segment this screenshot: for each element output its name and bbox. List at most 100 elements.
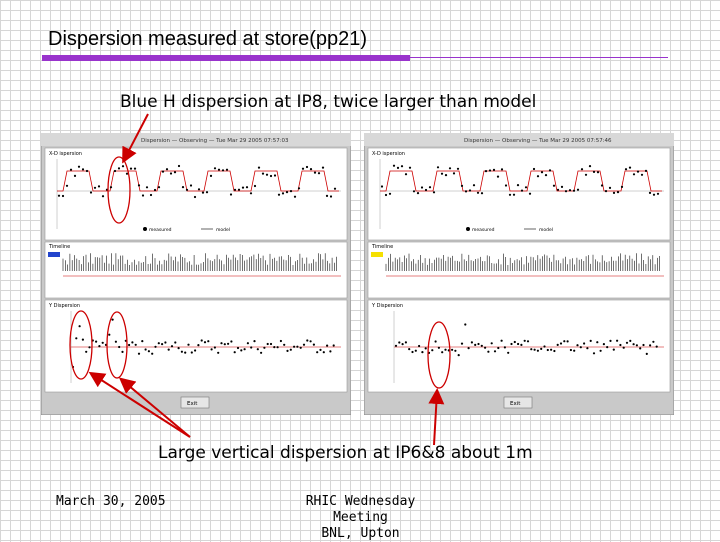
h-point bbox=[221, 169, 225, 172]
v-point bbox=[573, 349, 576, 352]
h-point bbox=[97, 185, 101, 188]
legend-measured: measured bbox=[149, 227, 172, 233]
title-underline bbox=[42, 55, 668, 63]
v-point bbox=[256, 348, 259, 351]
footer-meeting: RHIC Wednesday Meeting BNL, Upton bbox=[278, 494, 443, 542]
h-point bbox=[145, 186, 149, 189]
h-point bbox=[325, 194, 329, 197]
v-point bbox=[454, 349, 457, 352]
v-point bbox=[118, 345, 121, 349]
h-point bbox=[412, 190, 416, 193]
h-point bbox=[281, 192, 285, 195]
v-point bbox=[579, 346, 582, 349]
h-point bbox=[544, 174, 548, 177]
h-point bbox=[496, 175, 500, 178]
v-point bbox=[121, 350, 124, 353]
legend-model: model bbox=[216, 227, 230, 233]
v-point bbox=[487, 350, 490, 353]
v-point bbox=[203, 341, 207, 344]
v-point bbox=[289, 348, 292, 351]
subtitle: Blue H dispersion at IP8, twice larger t… bbox=[120, 92, 537, 112]
h-point bbox=[153, 188, 157, 192]
v-point bbox=[266, 342, 269, 346]
v-point bbox=[635, 344, 638, 347]
h-point bbox=[380, 185, 384, 188]
h-point bbox=[580, 168, 584, 171]
v-point bbox=[269, 342, 273, 346]
h-point bbox=[652, 193, 656, 196]
h-point bbox=[201, 191, 205, 194]
v-point bbox=[230, 340, 233, 343]
v-point bbox=[137, 352, 141, 355]
h-point bbox=[101, 195, 105, 198]
exit-button[interactable] bbox=[503, 396, 533, 409]
h-point bbox=[265, 173, 269, 176]
h-point bbox=[89, 191, 93, 194]
h-measured-points bbox=[380, 164, 660, 197]
h-point bbox=[556, 188, 560, 191]
h-point bbox=[85, 169, 89, 173]
v-point bbox=[147, 350, 150, 353]
v-point bbox=[180, 350, 183, 353]
v-point bbox=[170, 345, 174, 348]
h-point bbox=[536, 175, 540, 178]
h-point bbox=[149, 193, 153, 197]
v-point bbox=[187, 343, 190, 346]
h-point bbox=[301, 167, 305, 170]
h-point bbox=[329, 195, 333, 198]
v-point bbox=[493, 350, 497, 353]
h-point bbox=[520, 189, 524, 192]
v-point bbox=[312, 343, 315, 346]
screenshot-yellow-ring: Dispersion — Observing — Tue Mar 29 2005… bbox=[364, 133, 674, 415]
h-point bbox=[273, 174, 277, 177]
v-point bbox=[322, 351, 325, 354]
v-point bbox=[253, 340, 256, 343]
v-point bbox=[592, 352, 596, 355]
v-point bbox=[424, 347, 427, 350]
h-point bbox=[512, 193, 516, 196]
h-point bbox=[400, 165, 404, 168]
v-point bbox=[101, 341, 104, 344]
v-point bbox=[536, 349, 539, 352]
h-point bbox=[632, 173, 636, 176]
h-point bbox=[137, 184, 141, 187]
v-point bbox=[85, 350, 88, 353]
v-point bbox=[507, 351, 510, 354]
v-panel-label: Y Dispersion bbox=[48, 303, 80, 309]
v-point bbox=[302, 343, 306, 346]
v-point bbox=[599, 349, 602, 352]
h-point bbox=[392, 164, 396, 167]
h-point bbox=[612, 191, 616, 194]
h-point bbox=[560, 185, 564, 188]
v-point bbox=[210, 348, 213, 351]
v-point bbox=[503, 346, 506, 349]
h-point bbox=[129, 167, 133, 170]
v-point bbox=[497, 346, 500, 350]
v-point bbox=[398, 341, 401, 344]
v-point bbox=[576, 344, 579, 347]
v-point bbox=[569, 348, 572, 352]
h-point bbox=[516, 184, 520, 187]
h-point bbox=[245, 186, 249, 189]
h-point bbox=[253, 184, 257, 188]
v-point bbox=[394, 344, 398, 347]
h-point bbox=[424, 188, 428, 192]
v-point bbox=[480, 344, 483, 347]
h-point bbox=[105, 188, 109, 191]
h-point bbox=[528, 192, 532, 195]
h-point bbox=[464, 190, 468, 193]
v-point bbox=[316, 351, 319, 354]
v-point bbox=[197, 344, 200, 347]
v-point bbox=[286, 349, 289, 352]
v-point bbox=[550, 348, 553, 351]
v-point bbox=[411, 350, 414, 354]
h-point bbox=[165, 168, 169, 171]
h-point bbox=[624, 168, 628, 171]
v-point bbox=[609, 339, 612, 342]
v-point bbox=[164, 341, 167, 344]
h-panel-label: X-D ispersion bbox=[372, 151, 405, 157]
v-point bbox=[144, 348, 147, 351]
v-point bbox=[596, 341, 599, 344]
v-point bbox=[104, 343, 108, 346]
v-point bbox=[540, 347, 543, 350]
